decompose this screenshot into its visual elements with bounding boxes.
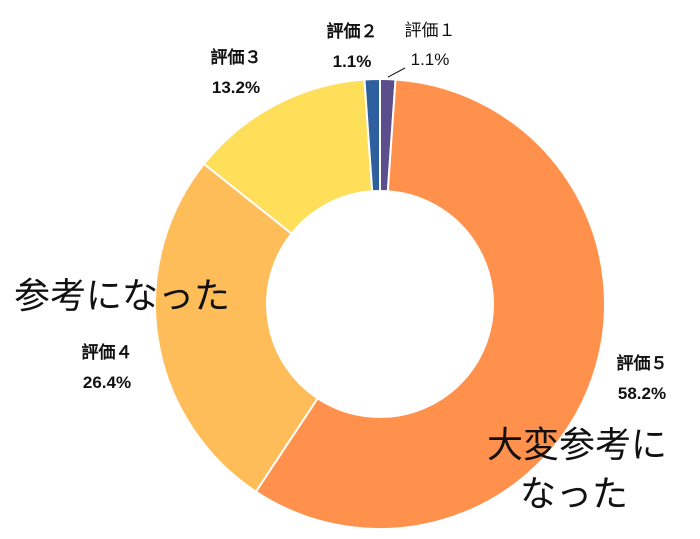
label-rating-2: 評価２ 1.1% [327,21,378,71]
label-rating-5-value: 58.2% [618,384,666,403]
label-rating-3-value: 13.2% [212,78,260,97]
label-rating-2-category: 評価２ [327,21,378,41]
label-group: 評価１ 1.1% 評価５ 58.2% 評価４ 26.4% 評価３ 13.2% 評価２ 1.1% [82,21,668,403]
slice-rating-4 [154,162,320,494]
label-rating-3-category: 評価３ [211,47,262,67]
label-rating-5-category: 評価５ [617,353,668,373]
annotation-useful-line: 参考になった [14,276,230,317]
label-rating-1: 評価１ 1.1% [405,21,456,69]
label-rating-4: 評価４ 26.4% [82,342,133,392]
slice-rating-2 [363,77,381,193]
label-rating-5: 評価５ 58.2% [617,353,668,403]
slice-group [154,77,606,530]
annotation-very-useful-line: なった [520,474,628,515]
annotation-very-useful: 大変参考になった [487,425,667,515]
label-rating-1-value: 1.1% [411,50,450,69]
leader-line-rating-1 [387,67,406,78]
label-rating-4-value: 26.4% [83,373,131,392]
annotation-useful: 参考になった [14,276,230,317]
label-rating-1-category: 評価１ [405,21,456,40]
label-rating-3: 評価３ 13.2% [211,47,262,97]
label-rating-4-category: 評価４ [82,342,133,362]
label-rating-2-value: 1.1% [333,52,372,71]
annotation-very-useful-line: 大変参考に [487,425,667,466]
slice-rating-5 [254,78,606,530]
